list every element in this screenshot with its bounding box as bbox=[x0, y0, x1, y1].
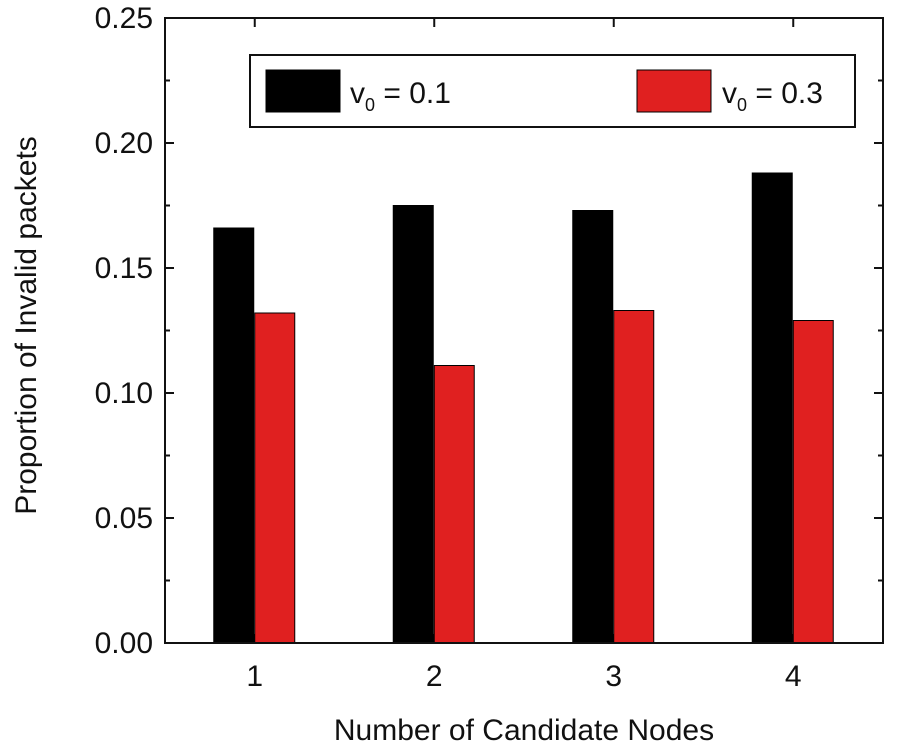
plot-frame bbox=[164, 17, 884, 644]
y-tick-label: 0.10 bbox=[95, 377, 153, 410]
y-tick-label: 0.20 bbox=[95, 127, 153, 160]
bar-series-1-cat-4 bbox=[751, 172, 793, 644]
x-tick-label: 1 bbox=[246, 660, 263, 693]
bar-series-1-cat-2 bbox=[392, 205, 434, 644]
x-tick-label: 2 bbox=[426, 660, 443, 693]
bar-series-2-cat-4 bbox=[792, 320, 834, 644]
bar-series-1-cat-1 bbox=[213, 227, 255, 644]
x-axis-title: Number of Candidate Nodes bbox=[334, 714, 714, 747]
y-tick-label: 0.25 bbox=[95, 2, 153, 35]
legend-swatch-2 bbox=[636, 69, 712, 113]
bar-series-1-cat-3 bbox=[572, 210, 614, 644]
legend-swatch-1 bbox=[265, 69, 341, 113]
bars-group bbox=[213, 172, 834, 644]
y-tick-label: 0.15 bbox=[95, 252, 153, 285]
y-tick-label: 0.00 bbox=[95, 627, 153, 660]
legend-box bbox=[249, 54, 856, 128]
y-axis-title: Proportion of Invalid packets bbox=[10, 136, 43, 515]
y-axis-ticks: 0.00 0.05 0.10 0.15 0.20 0.25 bbox=[95, 2, 883, 660]
bar-series-2-cat-3 bbox=[613, 310, 655, 644]
y-tick-label: 0.05 bbox=[95, 502, 153, 535]
x-axis-ticks: 1 2 3 4 bbox=[246, 18, 802, 693]
x-tick-label: 3 bbox=[605, 660, 622, 693]
legend-label-1: v0 = 0.1 bbox=[350, 77, 451, 115]
legend-label-2: v0 = 0.3 bbox=[722, 77, 823, 115]
x-tick-label: 4 bbox=[785, 660, 802, 693]
bar-series-2-cat-2 bbox=[433, 365, 475, 644]
bar-series-2-cat-1 bbox=[254, 312, 296, 644]
legend: v0 = 0.1 v0 = 0.3 bbox=[249, 54, 856, 128]
